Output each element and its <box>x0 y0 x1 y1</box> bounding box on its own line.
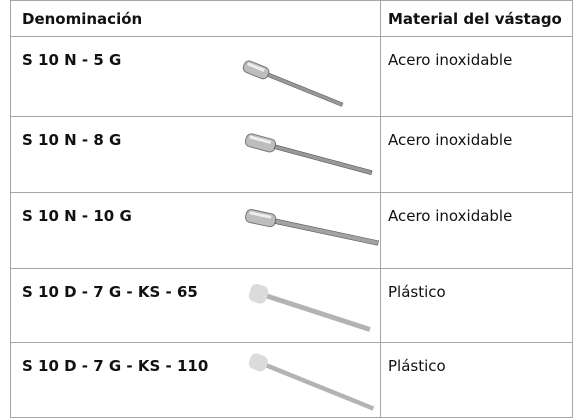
probe-image <box>244 133 373 175</box>
designation: S 10 D - 7 G - KS - 110 <box>22 357 209 375</box>
header-row: Denominación Material del vástago <box>10 0 573 37</box>
header-cell: Denominación <box>10 0 381 37</box>
cell: Acero inoxidable <box>380 116 573 193</box>
designation: S 10 N - 10 G <box>22 207 132 225</box>
probe-image <box>242 60 344 107</box>
probe-image <box>245 209 379 246</box>
probe-image <box>248 284 371 332</box>
cell: S 10 N - 5 G <box>10 36 381 117</box>
row: S 10 D - 7 G - KS - 110 Plástico <box>10 342 573 418</box>
cell: S 10 D - 7 G - KS - 110 <box>10 342 381 418</box>
row: S 10 D - 7 G - KS - 65 Plástico <box>10 268 573 343</box>
probe-image <box>248 353 375 411</box>
row: S 10 N - 5 G Acero inoxidable <box>10 36 573 117</box>
row: S 10 N - 8 G Acero inoxidable <box>10 116 573 193</box>
product-table: Denominación Material del vástago S 10 N… <box>10 0 573 418</box>
row: S 10 N - 10 G Acero inoxidable <box>10 192 573 269</box>
cell: S 10 N - 8 G <box>10 116 381 193</box>
designation: S 10 N - 5 G <box>22 51 122 69</box>
cell: Plástico <box>380 342 573 418</box>
designation: S 10 N - 8 G <box>22 131 122 149</box>
cell: Acero inoxidable <box>380 192 573 269</box>
cell: Acero inoxidable <box>380 36 573 117</box>
cell: S 10 N - 10 G <box>10 192 381 269</box>
header-cell: Material del vástago <box>380 0 573 37</box>
cell: S 10 D - 7 G - KS - 65 <box>10 268 381 343</box>
designation: S 10 D - 7 G - KS - 65 <box>22 283 198 301</box>
cell: Plástico <box>380 268 573 343</box>
